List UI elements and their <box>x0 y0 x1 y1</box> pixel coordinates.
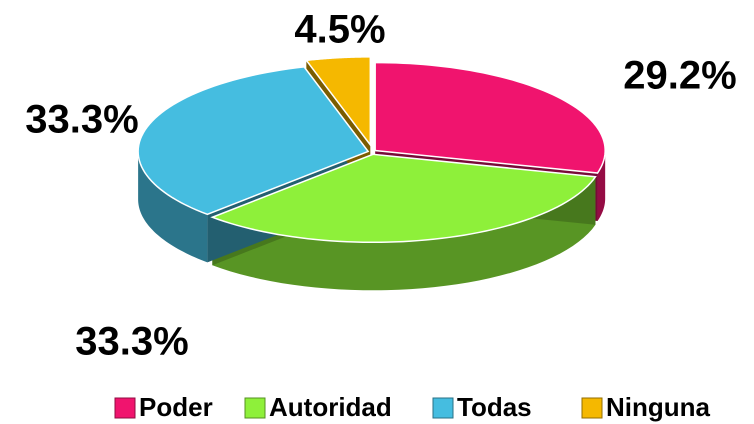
legend-label: Todas <box>457 392 532 422</box>
slice <box>374 61 606 174</box>
legend-label: Ninguna <box>606 392 711 422</box>
slice <box>137 66 370 216</box>
data-labels: 29.2% 33.3% 33.3% 4.5% <box>25 8 736 364</box>
legend-swatch <box>114 397 136 419</box>
data-label: 33.3% <box>75 320 188 364</box>
legend-label: Poder <box>139 392 213 422</box>
slice-side <box>597 150 606 222</box>
slice-side <box>138 151 208 263</box>
pie <box>137 56 606 291</box>
data-label: 4.5% <box>294 8 385 52</box>
legend-swatch <box>244 397 266 419</box>
legend-label: Autoridad <box>269 392 392 422</box>
slice <box>304 56 372 148</box>
slice <box>210 153 597 244</box>
slice-side <box>212 176 596 291</box>
legend-swatch <box>581 397 603 419</box>
legend-swatch <box>432 397 454 419</box>
data-label: 33.3% <box>25 98 138 142</box>
data-label: 29.2% <box>623 54 736 98</box>
slice-tops <box>137 56 606 244</box>
legend: Poder Autoridad Todas Ninguna <box>114 392 711 422</box>
